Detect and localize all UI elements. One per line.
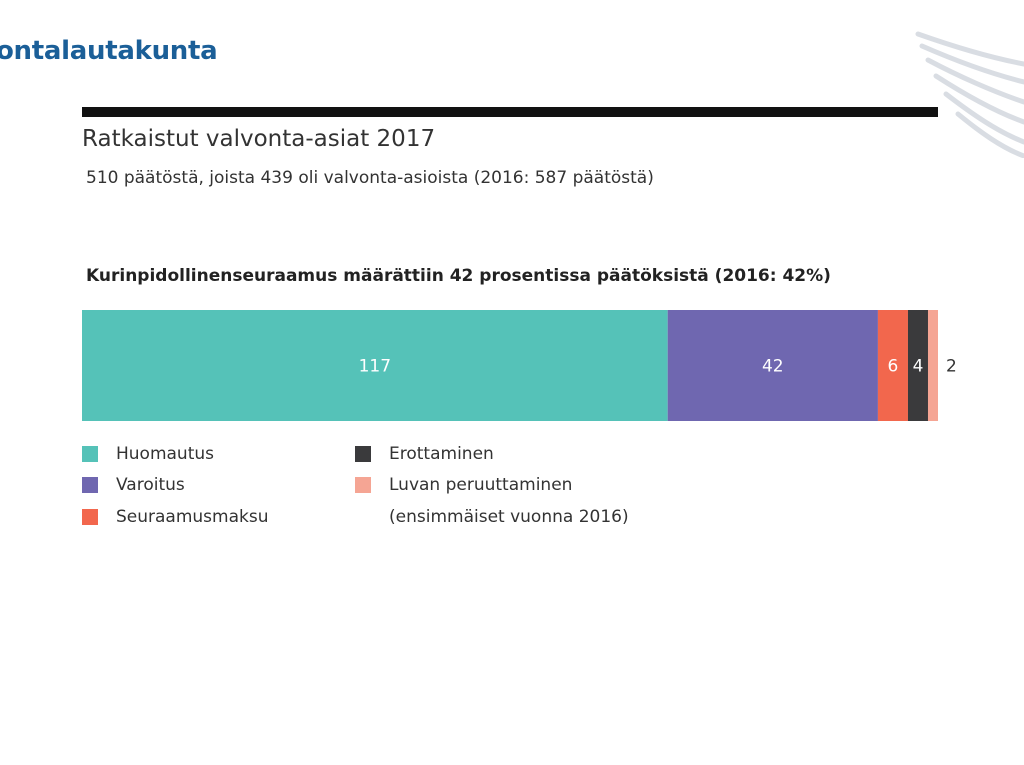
header-rule: [82, 107, 938, 117]
data-label-huomautus: 117: [359, 357, 391, 377]
bar-segment-luvan-peruuttaminen: [927, 310, 938, 421]
page-subtitle: 510 päätöstä, joista 439 oli valvonta-as…: [86, 168, 654, 188]
data-label-erottaminen: 4: [913, 357, 924, 377]
bar-segment-varoitus: [667, 310, 878, 421]
legend-label: Erottaminen: [389, 444, 494, 464]
legend-note: (ensimmäiset vuonna 2016): [389, 507, 629, 527]
data-label-luvan-peruuttaminen: 2: [946, 357, 957, 377]
legend-label: Huomautus: [116, 444, 215, 464]
bar-segment-erottaminen: [907, 310, 928, 421]
legend-item-luvan-peruuttaminen: Luvan peruuttaminen: [355, 475, 572, 495]
legend-swatch-erottaminen: [355, 446, 371, 462]
bar-segment-huomautus: [82, 310, 668, 421]
legend-swatch-seuraamusmaksu: [82, 509, 98, 525]
legend-swatch-luvan-peruuttaminen: [355, 477, 371, 493]
chart-heading: Kurinpidollinenseuraamus määrättiin 42 p…: [86, 266, 831, 286]
page-title: Ratkaistut valvonta-asiat 2017: [82, 126, 436, 152]
legend-label: Seuraamusmaksu: [116, 507, 269, 527]
brand-name: ontalautakunta: [0, 36, 218, 66]
legend-label: Luvan peruuttaminen: [389, 475, 573, 495]
bar-segment-seuraamusmaksu: [877, 310, 908, 421]
legend-item-huomautus: Huomautus: [82, 444, 214, 464]
legend-item-varoitus: Varoitus: [82, 475, 185, 495]
wing-logo-icon: [915, 31, 1024, 158]
legend-item-seuraamusmaksu: Seuraamusmaksu: [82, 507, 269, 527]
legend-swatch-huomautus: [82, 446, 98, 462]
data-label-seuraamusmaksu: 6: [888, 357, 899, 377]
legend-swatch-varoitus: [82, 477, 98, 493]
legend-label: Varoitus: [116, 475, 185, 495]
data-label-varoitus: 42: [762, 357, 784, 377]
legend-item-erottaminen: Erottaminen: [355, 444, 494, 464]
